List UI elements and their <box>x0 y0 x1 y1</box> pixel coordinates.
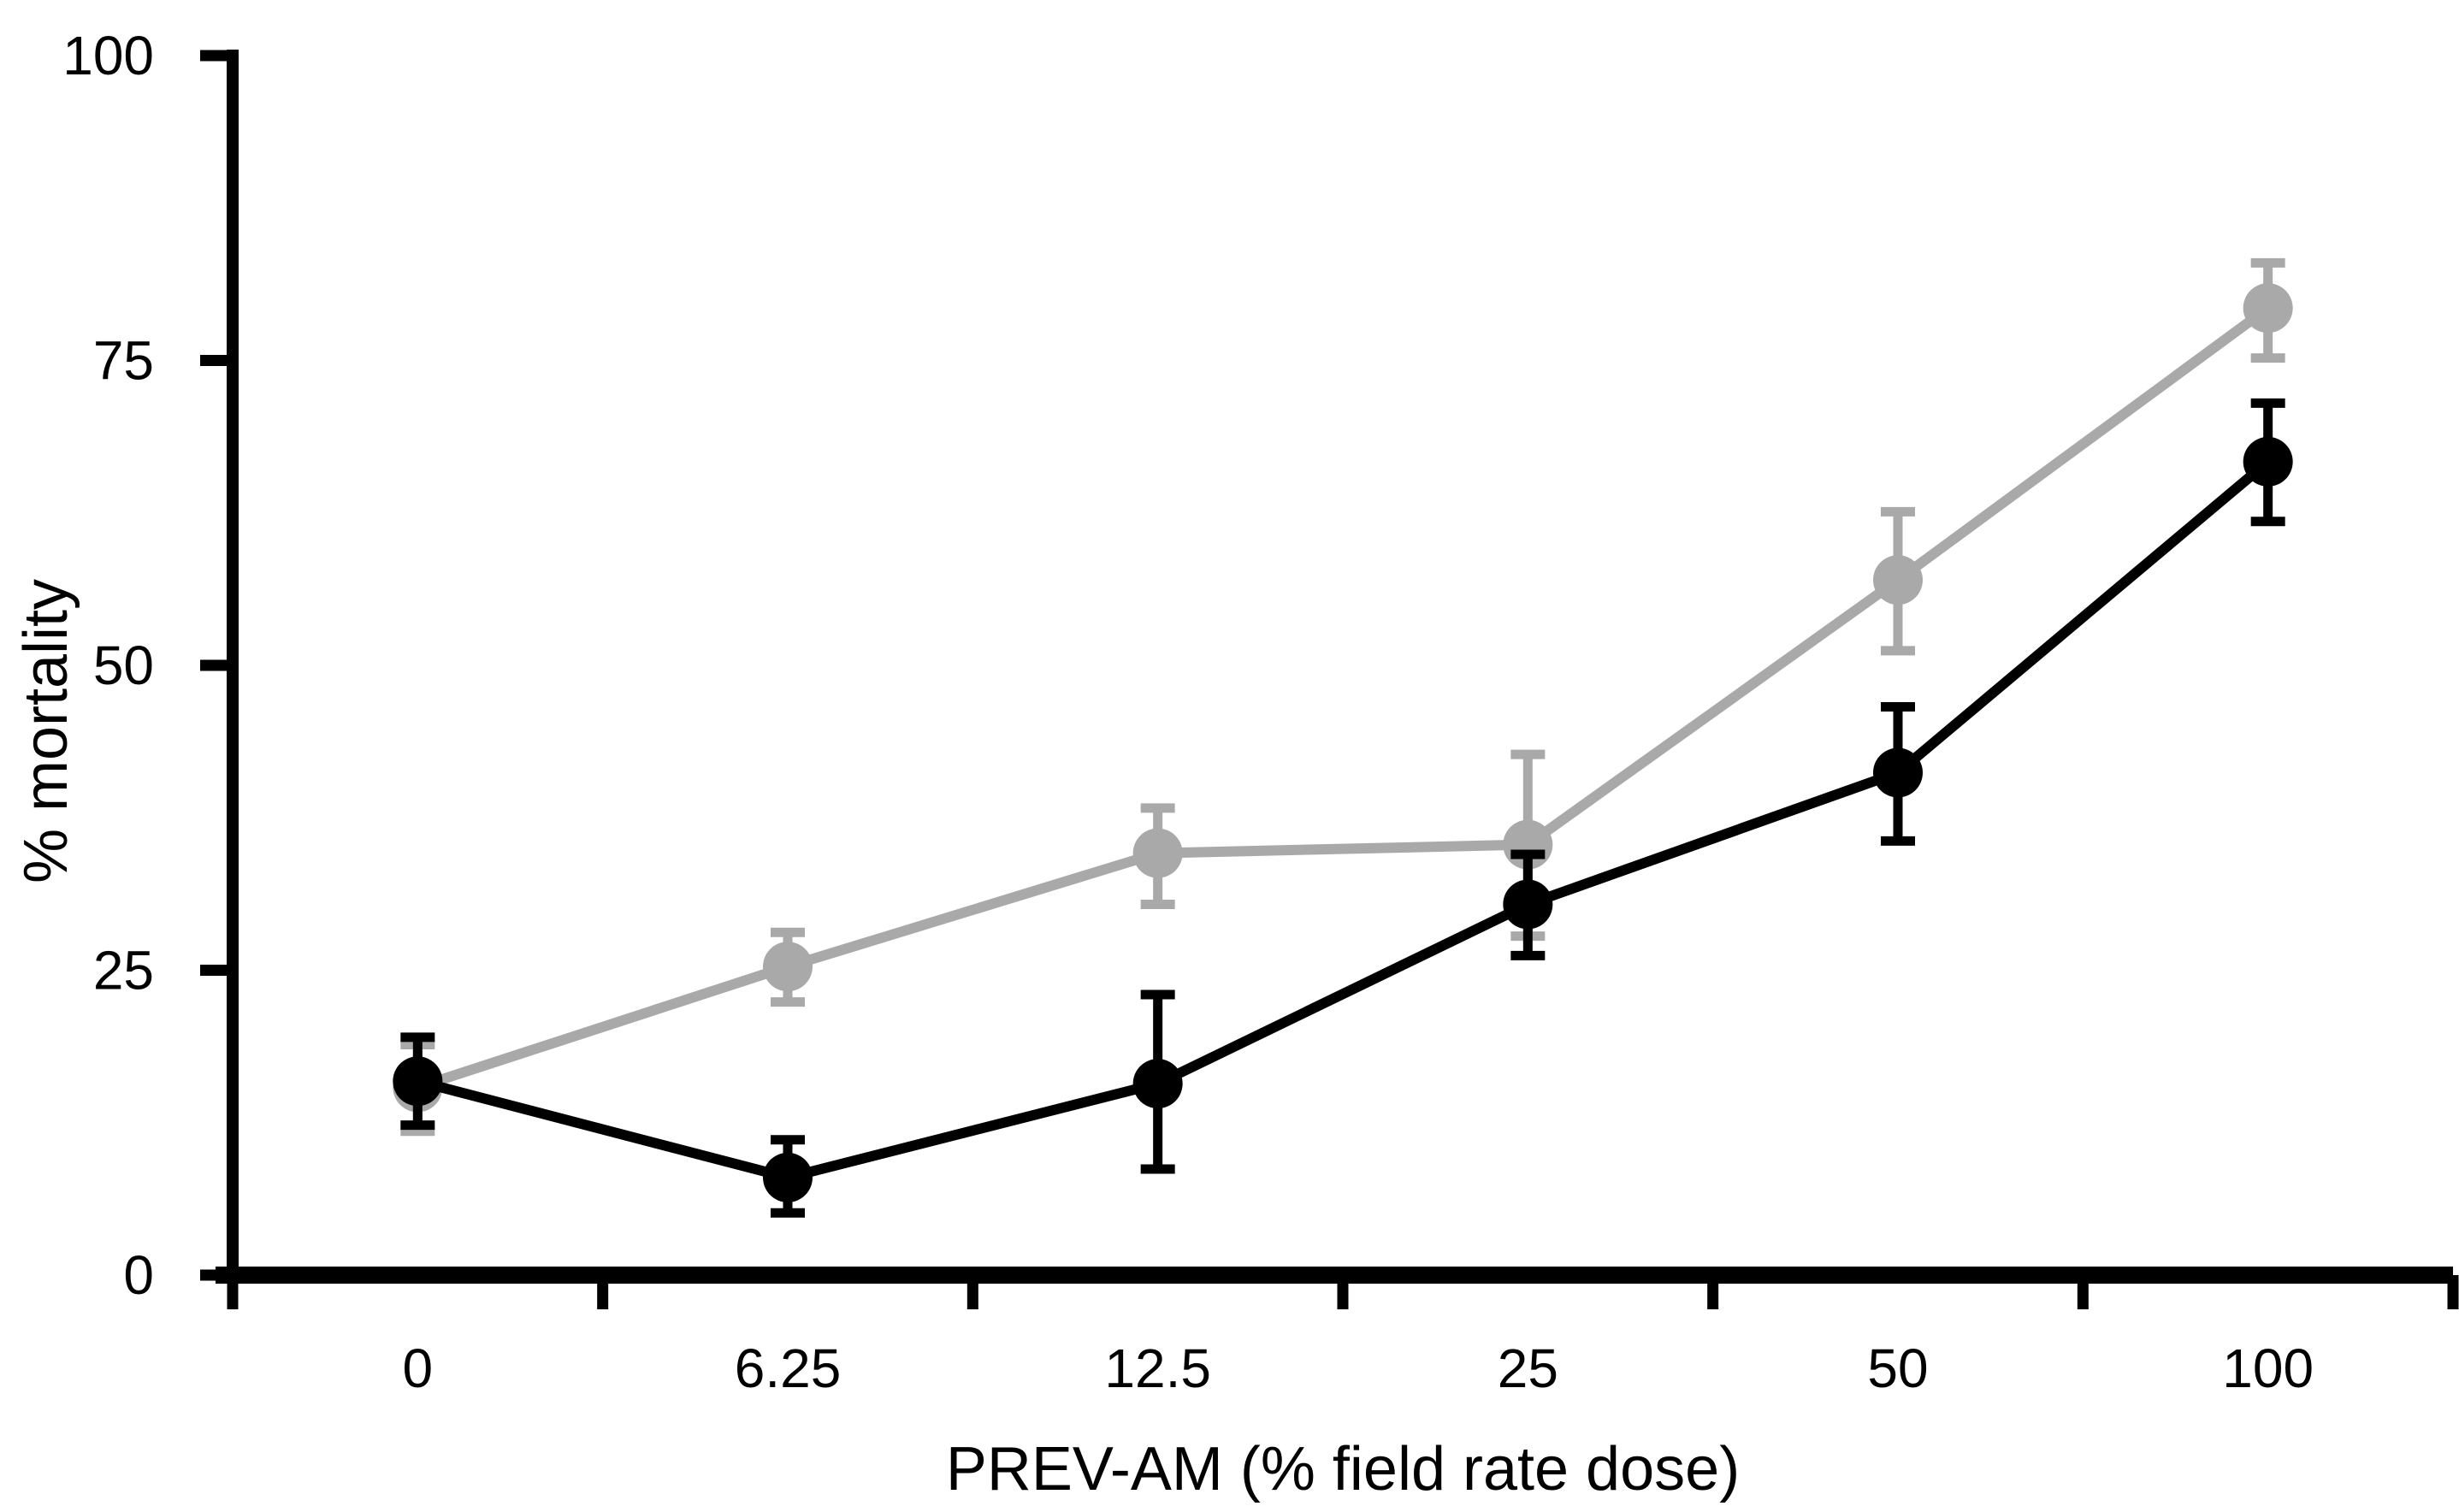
x-tick-label: 50 <box>1867 1338 1928 1399</box>
y-tick-label: 75 <box>93 330 154 392</box>
black-series-point <box>393 1056 443 1107</box>
black-series-point <box>1503 879 1553 930</box>
gray-series-point <box>763 942 813 992</box>
y-tick-label: 25 <box>93 940 154 1001</box>
gray-series-line <box>416 304 2272 1093</box>
x-tick-label: 12.5 <box>1104 1338 1211 1399</box>
plot-layer: 0 25 50 75 100 0 6.25 12.5 25 50 100 <box>62 25 2459 1399</box>
gray-series-point <box>2243 283 2293 334</box>
black-series-point <box>1873 747 1923 798</box>
y-tick-label: 50 <box>93 635 154 696</box>
y-tick-label: 100 <box>62 25 154 86</box>
black-series-point <box>1132 1059 1183 1109</box>
x-tick-label: 25 <box>1498 1338 1558 1399</box>
gray-series-point <box>1132 828 1183 878</box>
x-tick-label: 0 <box>403 1338 434 1399</box>
x-tick-label: 100 <box>2222 1338 2314 1399</box>
y-axis-title: % mortality <box>12 579 80 883</box>
black-series-point <box>2243 436 2293 487</box>
black-series-line <box>416 458 2272 1184</box>
black-series-point <box>763 1152 813 1202</box>
gray-series-point <box>1873 555 1923 605</box>
y-tick-label: 0 <box>123 1244 154 1306</box>
x-tick-label: 6.25 <box>735 1338 842 1399</box>
x-axis-title: PREV-AM (% field rate dose) <box>946 1435 1740 1503</box>
